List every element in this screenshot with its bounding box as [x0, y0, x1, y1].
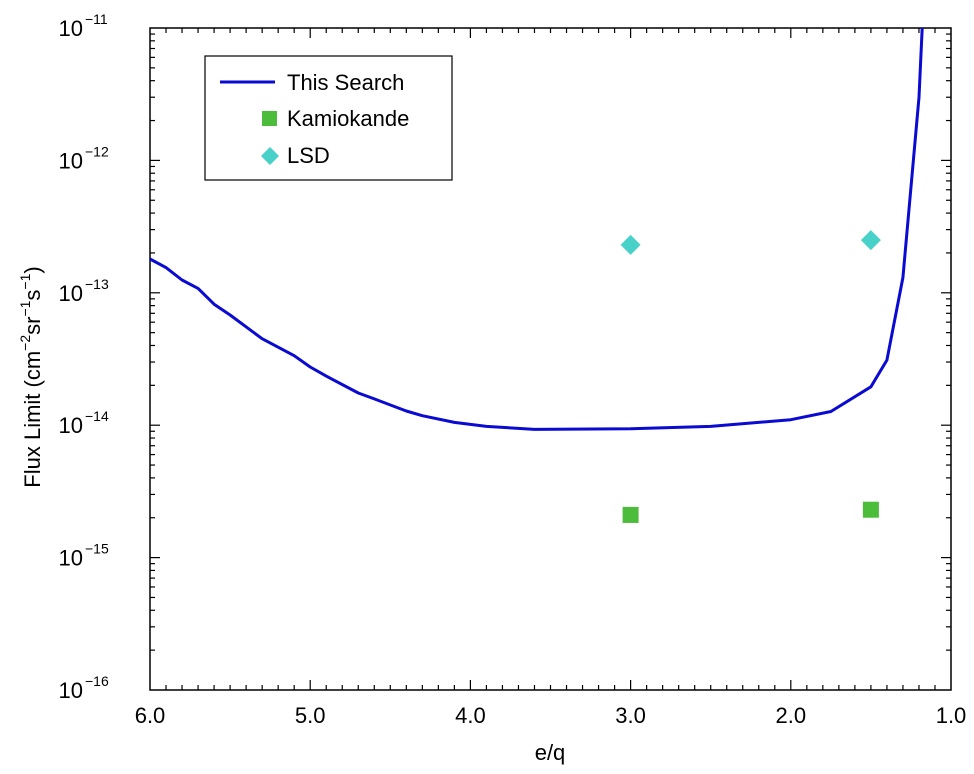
y-tick-label: 10	[59, 16, 83, 41]
x-tick-label: 6.0	[135, 703, 166, 728]
legend-box	[204, 55, 453, 181]
legend-diamond-swatch	[261, 147, 279, 165]
x-tick-labels: 6.0 5.0 4.0 3.0 2.0 1.0	[135, 703, 967, 728]
x-axis-label: e/q	[535, 740, 566, 765]
x-tick-label: 2.0	[776, 703, 807, 728]
y-tick-exponent: −16	[85, 673, 109, 689]
kamiokande-point	[622, 506, 639, 523]
legend-square-swatch	[262, 111, 277, 126]
y-label-mid1: sr	[20, 317, 45, 335]
kamiokande-point	[862, 501, 879, 518]
y-axis-label: Flux Limit (cm−2sr−1s−1)	[17, 266, 45, 487]
lsd-point	[860, 230, 881, 251]
legend-label-this-search: This Search	[287, 70, 404, 95]
lsd-point	[620, 234, 641, 255]
y-label-mid2: s	[20, 290, 45, 301]
series-line-this-search	[150, 28, 924, 431]
y-label-text: Flux Limit (cm	[20, 351, 45, 488]
y-label-exp1: −2	[17, 335, 33, 351]
y-label-exp2: −1	[17, 300, 33, 316]
y-tick-exponent: −15	[85, 541, 109, 557]
x-tick-label: 1.0	[936, 703, 967, 728]
y-label-exp3: −1	[17, 273, 33, 289]
axis-ticks	[150, 28, 951, 690]
legend-label-kamiokande: Kamiokande	[287, 106, 409, 131]
y-tick-label: 10	[59, 678, 83, 703]
y-tick-label: 10	[59, 281, 83, 306]
x-tick-label: 4.0	[455, 703, 486, 728]
x-tick-label: 5.0	[295, 703, 326, 728]
x-tick-label: 3.0	[615, 703, 646, 728]
y-tick-label: 10	[59, 413, 83, 438]
y-label-end: )	[20, 266, 45, 273]
marker-layer	[620, 230, 881, 523]
legend: This Search Kamiokande LSD	[204, 55, 453, 181]
y-tick-exponent: −12	[85, 143, 109, 159]
legend-label-lsd: LSD	[287, 143, 330, 168]
y-tick-exponent: −11	[85, 11, 108, 27]
y-tick-exponent: −14	[85, 408, 109, 424]
y-tick-label: 10	[59, 148, 83, 173]
y-tick-exponent: −13	[85, 276, 109, 292]
series-layer	[150, 28, 924, 431]
y-tick-label: 10	[59, 546, 83, 571]
